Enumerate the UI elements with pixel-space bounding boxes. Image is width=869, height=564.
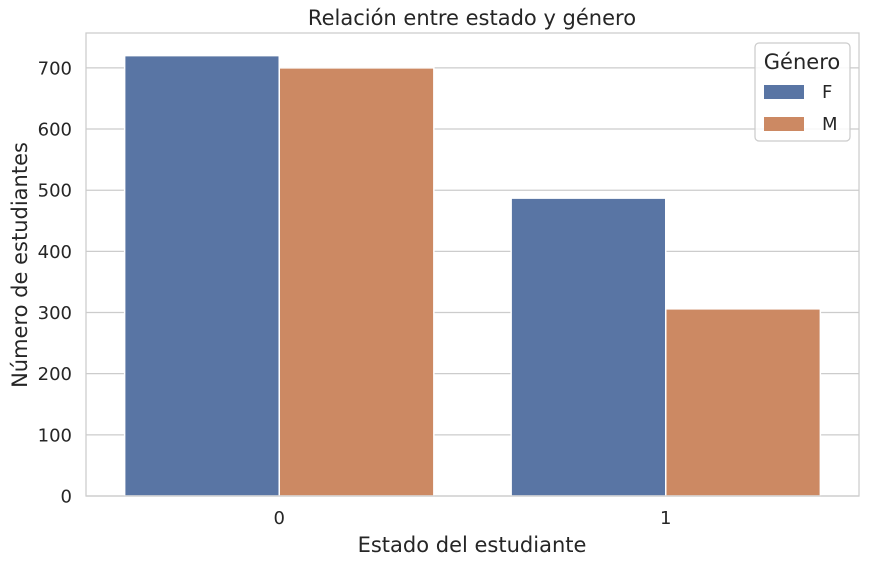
y-tick-label: 200 bbox=[38, 364, 72, 385]
x-axis-title: Estado del estudiante bbox=[358, 533, 587, 557]
y-tick-label: 500 bbox=[38, 181, 72, 202]
legend-label-f: F bbox=[822, 82, 832, 103]
legend-label-m: M bbox=[822, 114, 838, 135]
bar-f-0 bbox=[123, 54, 281, 497]
y-tick-label: 100 bbox=[38, 425, 72, 446]
x-tick-label: 1 bbox=[660, 508, 671, 529]
x-tick-label: 0 bbox=[274, 508, 285, 529]
plot-frame bbox=[85, 32, 860, 497]
legend-swatch-f bbox=[764, 85, 804, 99]
y-tick-label: 0 bbox=[61, 487, 72, 508]
chart-title: Relación entre estado y género bbox=[308, 6, 636, 30]
y-tick-label: 300 bbox=[38, 303, 72, 324]
bars bbox=[123, 54, 822, 497]
y-tick-labels: 0 100 200 300 400 500 600 700 bbox=[38, 58, 72, 507]
bar-m-0 bbox=[278, 67, 435, 497]
bar-m-1 bbox=[665, 308, 822, 497]
bar-f-1 bbox=[510, 197, 667, 497]
y-tick-label: 400 bbox=[38, 242, 72, 263]
legend-swatch-m bbox=[764, 117, 804, 131]
legend: Género FM bbox=[754, 42, 851, 142]
y-tick-label: 600 bbox=[38, 120, 72, 141]
legend-title: Género bbox=[764, 50, 840, 74]
y-tick-label: 700 bbox=[38, 58, 72, 79]
y-axis-title: Número de estudiantes bbox=[8, 142, 32, 388]
